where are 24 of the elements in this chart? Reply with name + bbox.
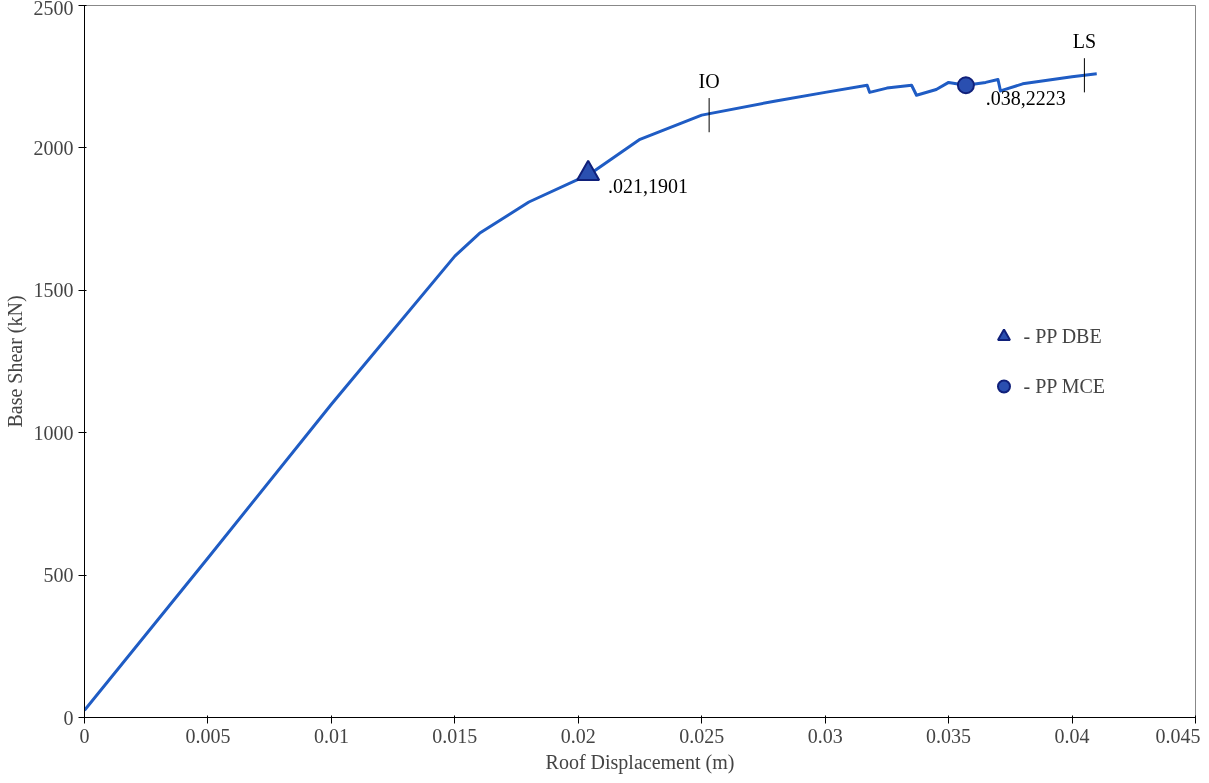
x-tick-label: 0.02 [560, 724, 596, 747]
legend-label: - PP MCE [1023, 374, 1105, 398]
y-axis-title: Base Shear (kN) [3, 295, 27, 428]
x-axis-title: Roof Displacement (m) [545, 750, 735, 774]
legend-label: - PP DBE [1023, 324, 1102, 348]
x-tick-label: 0.005 [185, 724, 231, 747]
x-tick-label: 0.035 [926, 724, 972, 747]
x-tick-label: 0 [79, 724, 90, 747]
x-tick-label: 0.025 [679, 724, 725, 747]
x-tick-label: 0.015 [432, 724, 478, 747]
x-tick-label: 0.01 [313, 724, 349, 747]
y-tick-label: 500 [43, 564, 74, 587]
y-tick-label: 0 [63, 706, 74, 729]
y-tick-label: 2000 [33, 136, 74, 159]
annotation: .038,2223 [985, 86, 1066, 109]
x-tick-label: 0.04 [1054, 724, 1090, 747]
y-tick-label: 1000 [33, 421, 74, 444]
x-tick-label: 0.03 [807, 724, 843, 747]
y-tick-label: 1500 [33, 279, 74, 302]
x-tick-label: 0.045 [1155, 724, 1201, 747]
y-tick-label: 2500 [33, 0, 74, 19]
annotation: IO [698, 70, 720, 93]
annotation: .021,1901 [607, 175, 688, 198]
annotation: LS [1072, 30, 1097, 53]
